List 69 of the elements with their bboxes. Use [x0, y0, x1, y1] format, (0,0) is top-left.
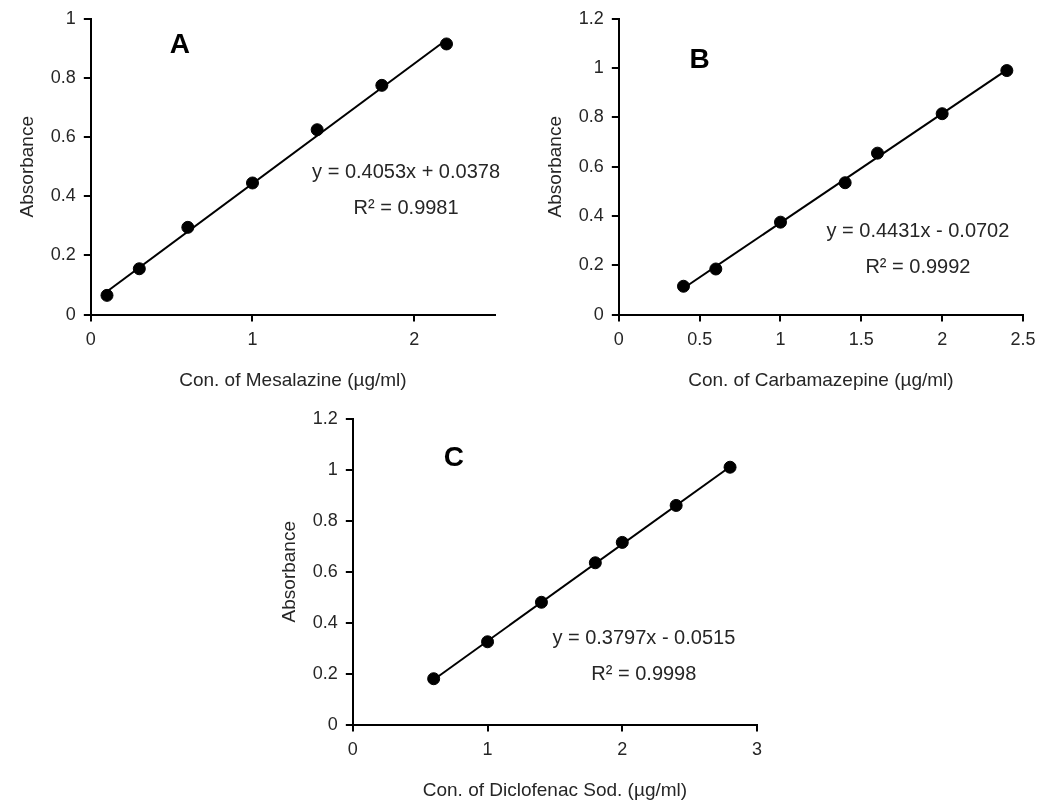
annotation: y = 0.4431x - 0.0702: [826, 219, 1010, 242]
y-axis-title: Absorbance: [15, 116, 37, 218]
chart-title: A: [169, 28, 190, 60]
point: [773, 215, 787, 229]
x-tick-label: 1: [247, 329, 258, 350]
y-tick-label: 1.2: [578, 7, 604, 28]
point: [838, 176, 852, 190]
point: [481, 635, 495, 649]
text: B: [689, 42, 710, 74]
x-tick-label: 1.5: [848, 329, 874, 350]
point: [588, 556, 602, 570]
y-tick-label: 0: [327, 713, 338, 734]
x-axis-title: Con. of Diclofenac Sod. (µg/ml): [422, 778, 688, 800]
point: [676, 279, 690, 293]
x-tick-label: 0: [347, 739, 358, 760]
y-tick-label: 0.6: [578, 155, 604, 176]
annotation: R² = 0.9981: [353, 196, 459, 219]
x-tick-label: 2: [937, 329, 948, 350]
y-tick-label: 0.6: [312, 560, 338, 581]
x-axis-title: Con. of Mesalazine (µg/ml): [179, 368, 407, 390]
point: [615, 535, 629, 549]
y-tick-label: 0.2: [50, 244, 76, 265]
point: [427, 672, 441, 686]
y-axis-title: Absorbance: [277, 521, 299, 623]
y-tick-label: 0.2: [312, 662, 338, 683]
point: [723, 460, 737, 474]
y-axis-title: Absorbance: [543, 116, 565, 218]
annotation: y = 0.4053x + 0.0378: [312, 160, 501, 183]
point: [935, 107, 949, 121]
x-tick-label: 3: [751, 739, 763, 760]
y-tick-label: 1.2: [312, 407, 338, 428]
y-tick-label: 1: [593, 57, 604, 78]
point: [534, 595, 548, 609]
point: [310, 123, 324, 137]
y-tick-label: 0.8: [312, 509, 338, 530]
point: [375, 78, 389, 92]
point: [245, 176, 259, 190]
y-tick-label: 0.8: [50, 66, 76, 87]
annotation: R² = 0.9992: [865, 255, 971, 278]
point: [132, 262, 146, 276]
point: [871, 146, 884, 160]
y-tick-label: 1: [65, 7, 76, 28]
point: [669, 498, 683, 512]
annotation: y = 0.3797x - 0.0515: [552, 626, 736, 649]
y-tick-label: 0: [593, 303, 604, 324]
y-tick-label: 1: [327, 458, 338, 479]
point: [440, 37, 453, 51]
y-tick-label: 0.2: [578, 254, 604, 275]
text: C: [443, 441, 464, 473]
point: [100, 288, 114, 302]
annotation: R² = 0.9998: [591, 662, 697, 685]
x-tick-label: 2.5: [1010, 329, 1036, 350]
y-tick-label: 0.8: [578, 106, 604, 127]
y-tick-label: 0.4: [578, 204, 604, 225]
x-tick-label: 0: [85, 329, 96, 350]
point: [181, 220, 195, 234]
x-tick-label: 1: [482, 739, 493, 760]
x-tick-label: 0.5: [687, 329, 713, 350]
y-tick-label: 0.4: [50, 185, 76, 206]
x-tick-label: 0: [613, 329, 624, 350]
y-tick-label: 0.4: [312, 611, 338, 632]
x-axis-title: Con. of Carbamazepine (µg/ml): [688, 368, 954, 390]
y-tick-label: 0.6: [50, 126, 76, 147]
x-tick-label: 2: [409, 329, 420, 350]
point: [1000, 64, 1014, 78]
x-tick-label: 1: [775, 329, 786, 350]
point: [709, 262, 723, 276]
y-tick-label: 0: [65, 303, 76, 324]
x-tick-label: 2: [617, 739, 628, 760]
